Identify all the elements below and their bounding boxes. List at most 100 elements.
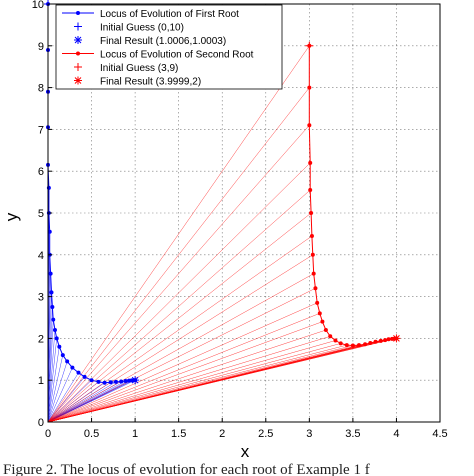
series-1-ray [47, 273, 314, 423]
series-1-ray [47, 313, 320, 423]
series-1-point [363, 342, 368, 347]
series-1-ray [47, 340, 336, 423]
series-1-ray [47, 212, 312, 423]
x-tick-label: 4.5 [432, 428, 447, 440]
x-tick-label: 2 [219, 428, 225, 440]
series-0-ray [47, 319, 54, 423]
series-1-point [323, 328, 328, 333]
series-1-point [310, 252, 315, 257]
series-1-point [308, 188, 313, 193]
series-1-ray [47, 321, 323, 423]
series-1-point [307, 85, 312, 90]
y-tick-label: 3 [38, 292, 44, 304]
series-0-point [123, 379, 128, 384]
x-tick-label: 3 [306, 428, 312, 440]
y-axis-label: y [2, 212, 21, 221]
series-1-ray [47, 338, 397, 423]
y-tick-label: 4 [38, 250, 44, 262]
figure-caption: Figure 2. The locus of evolution for eac… [3, 462, 370, 476]
series-1-point [315, 300, 320, 305]
series-0-ray [47, 367, 73, 423]
series-0-ray [47, 307, 53, 423]
x-axis-label: x [241, 442, 250, 461]
series-0-point [52, 328, 57, 333]
y-tick-label: 1 [38, 375, 44, 387]
series-1-point [313, 286, 318, 291]
series-1-point [309, 233, 314, 238]
y-tick-label: 7 [38, 124, 44, 136]
series-0-point [108, 380, 113, 385]
series-0-point [76, 370, 81, 375]
series-1-ray [47, 288, 316, 423]
series-1-point [373, 339, 378, 344]
series-0-point [96, 379, 101, 384]
series-0-point [60, 353, 65, 358]
axis-ticks: 0 0.5 1 1.5 2 2.5 3 3.5 4 4.5 0 1 2 3 4 5 6 7 8 9 10 [32, 0, 448, 440]
data-points [44, 0, 401, 385]
series-1-point [338, 341, 343, 346]
legend-entry-label: Final Result (1.0006,1.0003) [100, 36, 226, 47]
x-tick-label: 2.5 [258, 428, 273, 440]
legend-plus-swatch [74, 63, 82, 71]
series-1-point [317, 311, 322, 316]
series-1-point [383, 338, 388, 343]
series-1-point [333, 338, 338, 343]
series-1-ray [47, 189, 311, 423]
y-tick-label: 9 [38, 41, 44, 53]
series-1-point [386, 337, 391, 342]
series-0-ray [47, 381, 117, 423]
series-1-ray [47, 162, 311, 423]
series-0-point [51, 317, 56, 322]
series-1-point [344, 343, 349, 348]
x-tick-label: 1.5 [171, 428, 186, 440]
legend-entry-label: Initial Guess (0,10) [100, 23, 184, 34]
x-tick-label: 1 [132, 428, 138, 440]
series-1-ray [47, 254, 313, 423]
legend: Locus of Evolution of First Root Initial … [55, 4, 283, 90]
series-1-ray [47, 329, 326, 423]
series-1-point [307, 123, 312, 128]
series-1-initial-marker [305, 41, 314, 50]
series-0-point [48, 271, 53, 276]
y-tick-label: 0 [38, 417, 44, 429]
series-0-final-marker [131, 376, 140, 385]
series-1-point [308, 160, 313, 165]
series-1-ray [47, 343, 341, 423]
series-1-point [311, 271, 316, 276]
series-0-ray [47, 346, 60, 423]
series-1-point [356, 343, 361, 348]
series-1-point [378, 338, 383, 343]
series-1-point [309, 211, 314, 215]
y-tick-label: 2 [38, 333, 44, 345]
series-0-point [65, 359, 70, 364]
series-1-ray [47, 125, 310, 423]
legend-box [55, 4, 283, 90]
y-tick-label: 6 [38, 166, 44, 178]
series-1-ray [47, 344, 347, 423]
series-0-ray [47, 330, 56, 423]
series-1-point [328, 334, 333, 339]
series-0-point [113, 379, 118, 384]
series-1-point [368, 340, 373, 345]
series-0-point [47, 229, 52, 234]
series-1-point [320, 319, 325, 324]
legend-entry-label: Initial Guess (3,9) [100, 63, 178, 74]
series-1-point [350, 343, 355, 348]
legend-plus-swatch [74, 22, 82, 31]
legend-star-swatch [74, 76, 82, 85]
series-1-ray [47, 87, 310, 423]
series-0-point [70, 365, 75, 370]
legend-dot-swatch [76, 51, 80, 56]
series-0-point [50, 305, 55, 310]
series-0-ray [47, 338, 57, 423]
legend-entry-label: Locus of Evolution of First Root [100, 9, 239, 20]
x-tick-label: 0 [45, 428, 51, 440]
series-0-ray [47, 361, 68, 423]
series-0-point [102, 380, 107, 385]
y-tick-label: 10 [32, 0, 44, 11]
series-1-ray [47, 235, 313, 423]
series-0-point [119, 379, 124, 384]
series-0-ray [47, 379, 136, 423]
x-tick-label: 0.5 [84, 428, 99, 440]
